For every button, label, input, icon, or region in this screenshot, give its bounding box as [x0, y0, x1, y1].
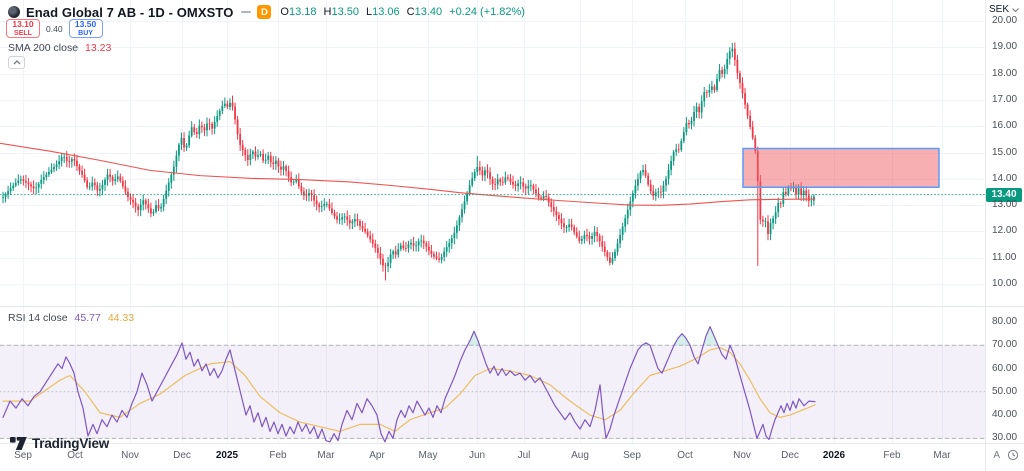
auto-scale-label[interactable]: A [993, 449, 1000, 461]
sma-label: SMA 200 close [8, 42, 79, 54]
chevron-down-icon [1012, 7, 1019, 12]
sma-indicator-row[interactable]: SMA 200 close 13.23 [8, 42, 111, 54]
price-tick-label: 16.00 [992, 120, 1018, 132]
spread-value: 0.40 [46, 23, 63, 34]
time-tick-label: Dec [781, 450, 799, 461]
rsi-tick-label: 30.00 [992, 432, 1018, 444]
collapse-pane-button[interactable] [8, 56, 25, 69]
close-label: C [406, 6, 415, 18]
time-tick-label: Jun [468, 450, 486, 461]
interval-badge[interactable]: D [257, 5, 272, 19]
time-tick-label: Feb [883, 450, 901, 461]
price-tick-label: 12.00 [992, 225, 1018, 237]
open-label: O [280, 6, 289, 18]
rsi-indicator-row[interactable]: RSI 14 close 45.77 44.33 [8, 312, 134, 324]
price-tick-label: 11.00 [992, 251, 1017, 263]
last-price-badge: 13.40 [986, 187, 1022, 202]
time-tick-label: Nov [733, 450, 751, 461]
price-tick-label: 17.00 [992, 93, 1018, 105]
time-tick-label: May [418, 450, 438, 461]
currency-label: SEK [989, 4, 1010, 15]
rsi-signal-value: 44.33 [107, 312, 135, 324]
time-tick-label: Oct [67, 450, 83, 461]
time-tick-label: Jul [517, 450, 531, 461]
currency-dropdown[interactable]: SEK [989, 4, 1019, 15]
time-tick-label: 2025 [215, 450, 239, 461]
price-tick-label: 15.00 [992, 146, 1018, 158]
price-axis[interactable]: SEK 13.40 20.00 19.00 18.00 17.00 16.00 15.00… [985, 0, 1024, 443]
rectangle-drawing[interactable] [743, 149, 939, 188]
price-tick-label: 13.00 [992, 199, 1018, 211]
time-tick-label: Oct [677, 450, 693, 461]
high-label: H [323, 6, 332, 18]
price-tick-label: 19.00 [992, 41, 1018, 53]
rsi-tick-label: 50.00 [992, 385, 1018, 397]
symbol-title[interactable]: Enad Global 7 AB - 1D - OMXSTO [26, 4, 234, 20]
rsi-tick-label: 70.00 [992, 339, 1018, 351]
low-value: 13.06 [372, 6, 400, 18]
time-tick-label: Sep [623, 450, 641, 461]
menu-dash-icon[interactable] [241, 10, 252, 14]
rsi-tick-label: 40.00 [992, 409, 1018, 421]
tradingview-mark-icon [10, 437, 27, 450]
open-value: 13.18 [288, 6, 317, 18]
chart-canvas[interactable] [0, 0, 985, 443]
time-tick-label: Mar [933, 450, 951, 461]
sell-label: SELL [14, 29, 32, 37]
axis-border [985, 0, 986, 471]
time-tick-label: Feb [269, 450, 287, 461]
tradingview-logo[interactable]: TradingView [10, 436, 109, 451]
price-tick-label: 18.00 [992, 67, 1018, 79]
clock-icon[interactable] [1007, 449, 1019, 461]
time-tick-label: Nov [121, 450, 139, 461]
price-tick-label: 10.00 [992, 277, 1018, 289]
close-value: 13.40 [414, 6, 443, 18]
low-label: L [366, 6, 373, 18]
time-tick-label: Mar [317, 450, 335, 461]
pane-separator[interactable] [0, 306, 1024, 307]
symbol-logo-icon [8, 6, 20, 18]
change-value: +0.24 (+1.82%) [449, 6, 525, 18]
chevron-up-icon [13, 60, 20, 65]
buy-label: BUY [78, 29, 93, 37]
sma-value: 13.23 [85, 42, 112, 54]
sell-price: 13.10 [12, 19, 34, 30]
time-axis[interactable]: A Sep Oct Nov Dec 2025 Feb Mar Apr May Jun Jul Aug S… [0, 443, 1024, 471]
time-tick-label: Sep [14, 450, 32, 461]
buy-button[interactable]: 13.50 BUY [68, 19, 103, 38]
rsi-tick-label: 80.00 [992, 315, 1018, 327]
time-tick-label: Aug [571, 450, 589, 461]
ohlc-row: O13.18 H13.50 L13.06 C13.40 +0.24 (+1.82… [280, 6, 525, 18]
rsi-tick-label: 60.00 [992, 362, 1018, 374]
high-value: 13.50 [331, 6, 359, 18]
rsi-label: RSI 14 close [8, 312, 68, 324]
brand-text: TradingView [32, 436, 110, 451]
trade-buttons: 13.10 SELL 0.40 13.50 BUY [6, 19, 103, 38]
price-tick-label: 20.00 [992, 15, 1018, 27]
buy-price: 13.50 [74, 19, 97, 30]
rsi-value: 45.77 [74, 312, 101, 324]
time-axis-border [0, 443, 1024, 444]
time-tick-label: Dec [173, 450, 191, 461]
sell-button[interactable]: 13.10 SELL [6, 19, 40, 38]
symbol-header: Enad Global 7 AB - 1D - OMXSTO D O13.18 … [8, 4, 525, 20]
time-tick-label: 2026 [822, 450, 846, 461]
price-tick-label: 14.00 [992, 172, 1018, 184]
time-tick-label: Apr [369, 450, 385, 461]
